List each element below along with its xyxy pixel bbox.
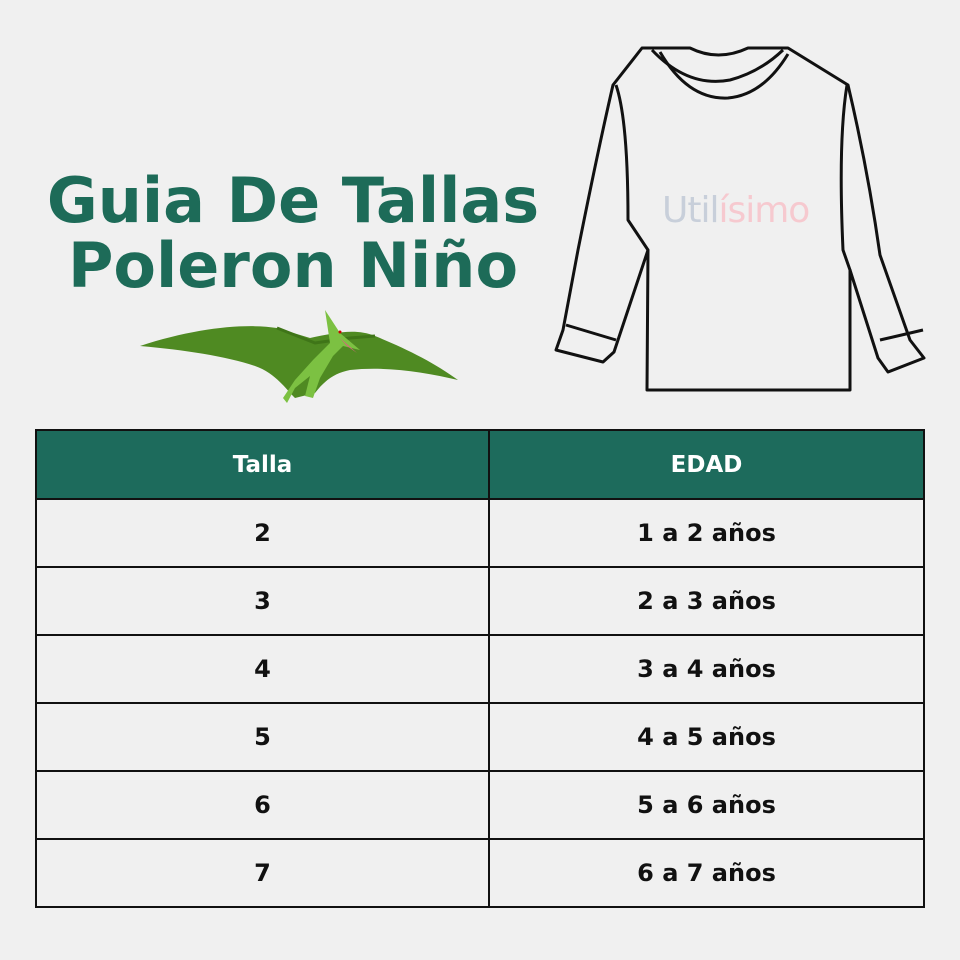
watermark-part-2: ísimo <box>718 190 810 231</box>
pterodactyl-icon <box>140 310 458 403</box>
age-cell: 4 a 5 años <box>488 702 925 772</box>
age-cell: 5 a 6 años <box>488 770 925 840</box>
title-line-2: Poleron Niño <box>67 229 519 302</box>
age-cell: 1 a 2 años <box>488 498 925 568</box>
table-header-row: Talla EDAD <box>35 429 925 500</box>
age-cell: 6 a 7 años <box>488 838 925 908</box>
size-cell: 2 <box>35 498 490 568</box>
age-cell: 3 a 4 años <box>488 634 925 704</box>
size-cell: 7 <box>35 838 490 908</box>
size-cell: 6 <box>35 770 490 840</box>
size-cell: 5 <box>35 702 490 772</box>
header-talla: Talla <box>35 429 490 500</box>
age-cell: 2 a 3 años <box>488 566 925 636</box>
watermark-logo: Utilísimo <box>662 190 810 231</box>
size-cell: 4 <box>35 634 490 704</box>
header-edad: EDAD <box>488 429 925 500</box>
sweater-icon <box>554 46 926 392</box>
title-line-1: Guia De Tallas <box>46 164 540 237</box>
size-cell: 3 <box>35 566 490 636</box>
watermark-part-1: Util <box>662 190 719 231</box>
